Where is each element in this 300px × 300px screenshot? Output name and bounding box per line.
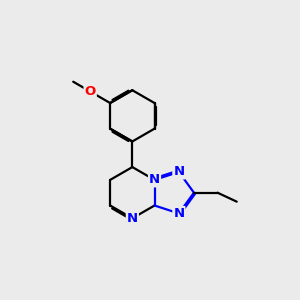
- Text: N: N: [149, 173, 160, 186]
- Text: N: N: [173, 166, 184, 178]
- Text: N: N: [127, 212, 138, 225]
- Text: O: O: [85, 85, 96, 98]
- Text: N: N: [173, 207, 184, 220]
